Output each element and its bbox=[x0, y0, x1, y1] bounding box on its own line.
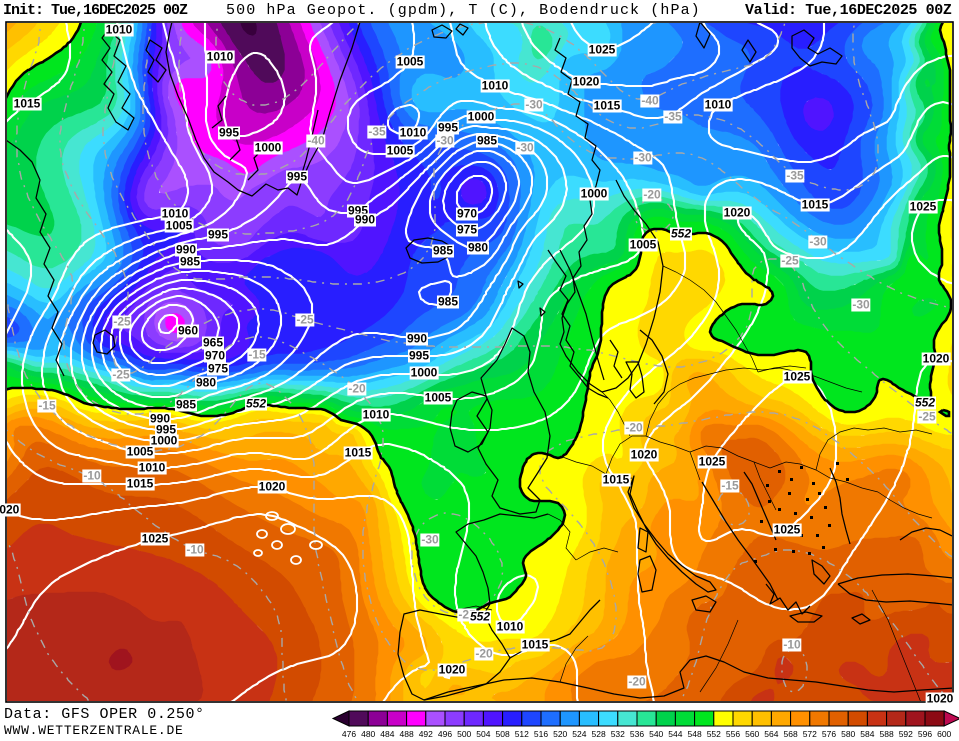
svg-text:560: 560 bbox=[745, 729, 759, 739]
svg-text:520: 520 bbox=[553, 729, 567, 739]
svg-text:540: 540 bbox=[649, 729, 663, 739]
svg-text:504: 504 bbox=[476, 729, 490, 739]
svg-text:580: 580 bbox=[841, 729, 855, 739]
svg-text:476: 476 bbox=[342, 729, 356, 739]
svg-text:496: 496 bbox=[438, 729, 452, 739]
svg-text:568: 568 bbox=[784, 729, 798, 739]
svg-text:512: 512 bbox=[515, 729, 529, 739]
svg-text:576: 576 bbox=[822, 729, 836, 739]
svg-text:592: 592 bbox=[899, 729, 913, 739]
svg-text:584: 584 bbox=[860, 729, 874, 739]
svg-text:508: 508 bbox=[496, 729, 510, 739]
svg-text:480: 480 bbox=[361, 729, 375, 739]
svg-text:588: 588 bbox=[880, 729, 894, 739]
svg-text:552: 552 bbox=[707, 729, 721, 739]
svg-text:564: 564 bbox=[764, 729, 778, 739]
svg-text:484: 484 bbox=[380, 729, 394, 739]
svg-text:548: 548 bbox=[688, 729, 702, 739]
svg-text:556: 556 bbox=[726, 729, 740, 739]
svg-text:488: 488 bbox=[400, 729, 414, 739]
svg-text:600: 600 bbox=[937, 729, 951, 739]
svg-text:532: 532 bbox=[611, 729, 625, 739]
svg-text:516: 516 bbox=[534, 729, 548, 739]
svg-text:492: 492 bbox=[419, 729, 433, 739]
svg-text:524: 524 bbox=[572, 729, 586, 739]
svg-text:544: 544 bbox=[668, 729, 682, 739]
svg-text:528: 528 bbox=[592, 729, 606, 739]
svg-text:596: 596 bbox=[918, 729, 932, 739]
svg-text:536: 536 bbox=[630, 729, 644, 739]
svg-text:572: 572 bbox=[803, 729, 817, 739]
svg-text:500: 500 bbox=[457, 729, 471, 739]
